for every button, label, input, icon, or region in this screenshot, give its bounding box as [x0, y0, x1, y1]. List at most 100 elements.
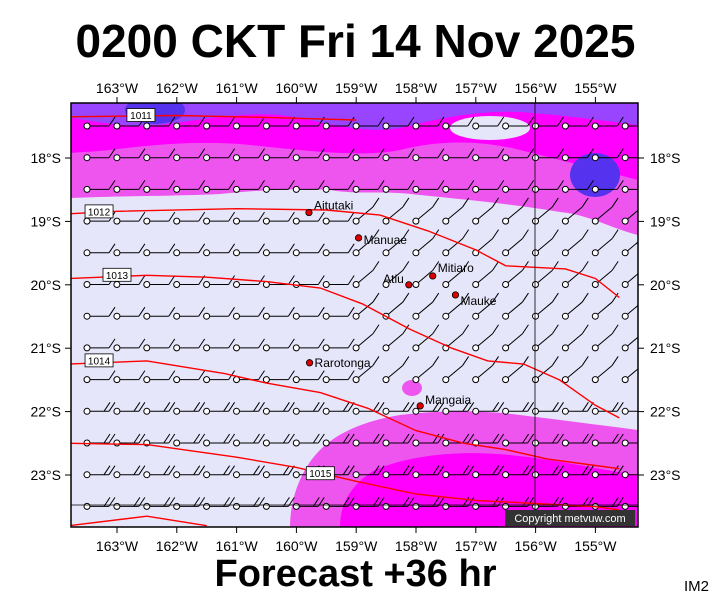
isobar-label: 1015: [305, 466, 335, 480]
lon-tick-label-bottom: 161°W: [216, 538, 259, 554]
wind-barb: [83, 306, 116, 320]
wind-barb: [292, 433, 325, 447]
wind-barb: [173, 180, 206, 193]
wind-barb: [621, 273, 638, 288]
wind-barb: [472, 465, 505, 479]
lon-tick-label-top: 155°W: [574, 80, 617, 96]
place-label: Mitiaro: [438, 261, 474, 275]
place-mangaia: Mangaia: [416, 393, 472, 410]
wind-barb: [561, 465, 594, 479]
isobar-line: [71, 515, 207, 527]
wind-barb: [113, 116, 146, 130]
wind-barb: [472, 116, 505, 130]
wind-barb: [561, 229, 589, 257]
wind-barb: [233, 306, 265, 320]
wind-barb: [113, 338, 146, 352]
place-label: Rarotonga: [315, 356, 371, 370]
wind-barb: [591, 261, 619, 288]
wind-barb: [322, 148, 355, 162]
wind-barb: [442, 465, 475, 479]
place-label: Manuae: [364, 233, 408, 247]
wind-barb: [621, 471, 638, 479]
wind-barb: [143, 370, 176, 384]
wind-barb: [442, 180, 475, 193]
isobars: 1011 1012 1013 1014 1015: [71, 108, 620, 527]
wind-barb: [532, 324, 559, 352]
wind-barb: [173, 402, 206, 415]
wind-barb: [113, 180, 146, 193]
wind-barb: [113, 243, 146, 257]
wind-barb: [143, 465, 176, 479]
wind-barb: [591, 197, 619, 225]
lat-tick-label-right: 20°S: [650, 277, 681, 293]
wind-barb: [322, 211, 355, 225]
wind-barb: [143, 275, 176, 288]
isobar-line: [71, 207, 620, 299]
lon-tick-label-top: 163°W: [96, 80, 139, 96]
wind-barb: [561, 197, 589, 225]
wind-barb: [322, 243, 355, 257]
wind-barb: [83, 116, 116, 130]
wind-barb: [591, 324, 619, 352]
wind-barb: [621, 336, 638, 352]
wind-barb: [233, 275, 265, 288]
wind-barb: [382, 356, 410, 384]
wind-barb: [83, 433, 116, 447]
wind-barb: [472, 292, 499, 320]
wind-barb: [621, 368, 638, 384]
wind-barb: [262, 211, 295, 225]
wind-barb: [412, 356, 440, 384]
wind-barb: [382, 116, 415, 130]
wind-barb: [502, 229, 529, 257]
wind-barb: [83, 370, 116, 384]
lon-tick-label-bottom: 160°W: [275, 538, 318, 554]
svg-text:1012: 1012: [88, 207, 111, 218]
wind-barb: [233, 433, 265, 447]
lon-tick-label-top: 159°W: [335, 80, 378, 96]
wind-barb: [352, 261, 380, 288]
forecast-label: Forecast +36 hr: [214, 553, 497, 595]
wind-barb: [382, 229, 410, 257]
wind-barb: [532, 197, 559, 225]
wind-barb: [233, 148, 265, 162]
wind-barb: [113, 402, 146, 415]
wind-barb: [292, 180, 325, 193]
wind-barb: [502, 197, 529, 225]
wind-barb: [412, 197, 440, 225]
wind-barb: [502, 261, 529, 288]
wind-barb: [352, 465, 385, 479]
wind-barb: [561, 261, 589, 288]
wind-barb: [502, 148, 535, 162]
lat-tick-label-right: 21°S: [650, 340, 681, 356]
wind-barb: [203, 433, 236, 447]
wind-barb: [173, 370, 206, 384]
wind-barb: [621, 154, 638, 162]
wind-barb: [262, 180, 295, 193]
wind-barb: [322, 433, 355, 447]
wind-barb: [621, 241, 638, 257]
svg-text:1011: 1011: [130, 111, 152, 122]
wind-barb: [621, 304, 638, 320]
wind-barb: [262, 243, 295, 257]
wind-barb: [382, 465, 415, 479]
wind-barb: [382, 433, 415, 447]
wind-barb: [442, 292, 470, 320]
wind-barb: [143, 402, 176, 415]
wind-barb: [203, 148, 236, 162]
wind-barb: [591, 148, 624, 162]
wind-barb: [472, 433, 505, 447]
lon-tick-label-bottom: 156°W: [515, 538, 558, 554]
wind-barb: [532, 356, 559, 384]
wind-spot-mangaia: [402, 380, 422, 396]
wind-barb: [352, 324, 380, 352]
wind-barb: [412, 324, 440, 352]
wind-barb: [352, 180, 385, 193]
wind-barb: [382, 261, 410, 288]
wind-barb: [412, 433, 445, 447]
wind-barb: [382, 324, 410, 352]
wind-barb: [442, 324, 470, 352]
wind-barb: [173, 211, 206, 225]
wind-barb: [203, 306, 236, 320]
wind-barb: [143, 306, 176, 320]
